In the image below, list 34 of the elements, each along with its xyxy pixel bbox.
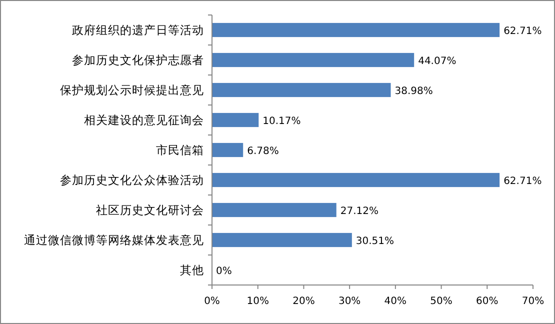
bar	[212, 82, 391, 98]
y-tick-label: 通过微信微博等网络媒体发表意见	[24, 233, 204, 247]
y-tick-label: 保护规划公示时候提出意见	[60, 83, 204, 97]
y-tick-label: 相关建设的意见征询会	[84, 113, 204, 127]
data-label: 38.98%	[394, 86, 433, 97]
data-label: 0%	[216, 266, 232, 277]
bar	[212, 232, 352, 248]
bar	[212, 142, 244, 158]
bar	[212, 172, 500, 188]
y-tick-label: 其他	[180, 263, 204, 277]
data-label: 62.71%	[504, 176, 542, 187]
data-label: 10.17%	[262, 116, 301, 127]
data-label: 27.12%	[340, 206, 379, 217]
x-tick-label: 40%	[384, 296, 407, 307]
bar	[212, 22, 500, 38]
x-tick-label: 30%	[338, 296, 361, 307]
x-tick-label: 0%	[204, 296, 220, 307]
x-tick-label: 70%	[522, 296, 544, 307]
y-tick-label: 政府组织的遗产日等活动	[72, 23, 204, 37]
bar	[212, 112, 259, 128]
x-tick-label: 50%	[430, 296, 452, 307]
x-tick-label: 60%	[476, 296, 498, 307]
y-tick-label: 社区历史文化研讨会	[96, 203, 204, 217]
data-label: 44.07%	[418, 56, 456, 67]
y-tick-label: 参加历史文化保护志愿者	[72, 53, 204, 67]
data-label: 62.71%	[504, 26, 542, 37]
y-tick-label: 参加历史文化公众体验活动	[60, 173, 204, 187]
data-label: 30.51%	[356, 236, 394, 247]
bar	[212, 52, 414, 68]
x-tick-label: 20%	[292, 296, 315, 307]
data-label: 6.78%	[247, 146, 279, 157]
bar	[212, 202, 336, 218]
y-tick-label: 市民信箱	[156, 143, 204, 157]
x-tick-label: 10%	[246, 296, 269, 307]
